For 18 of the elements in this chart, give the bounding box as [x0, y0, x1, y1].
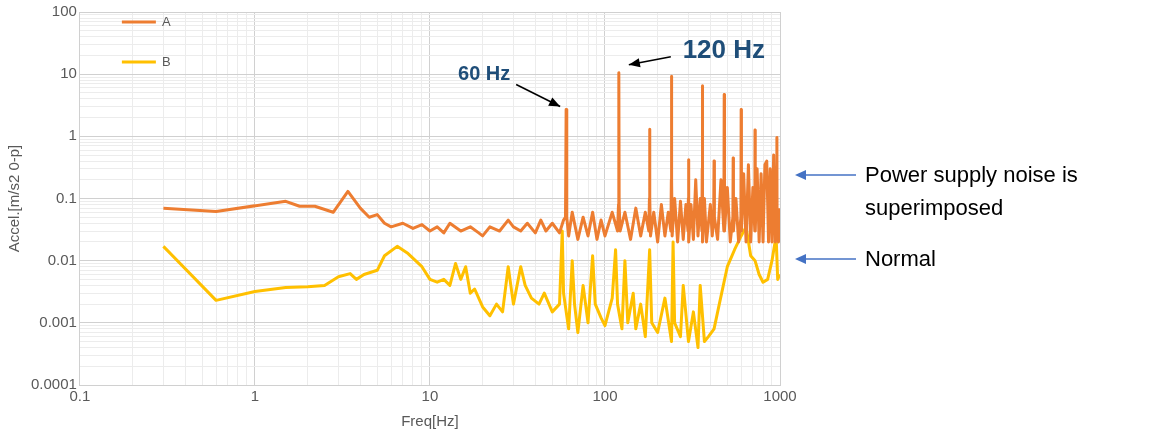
text: Power supply noise is superimposed	[865, 161, 1079, 222]
y-tick-label: 100	[51, 2, 77, 20]
y-axis-title: Accel.[m/s2 0-p]	[5, 144, 23, 253]
x-tick-label: 10	[421, 387, 439, 405]
annotation: 60 Hz	[458, 62, 511, 85]
legend-label: A	[161, 13, 171, 29]
text: Normal	[865, 245, 937, 273]
x-tick-label: 100	[592, 387, 618, 405]
x-axis-title: Freq[Hz]	[401, 412, 459, 430]
x-tick-label: 1000	[763, 387, 797, 405]
legend-label: B	[161, 53, 171, 69]
y-tick-label: 1	[68, 126, 77, 144]
x-tick-label: 1	[250, 387, 260, 405]
y-tick-label: 0.1	[56, 188, 77, 206]
annotation: 120 Hz	[682, 34, 766, 65]
y-tick-label: 0.01	[47, 250, 77, 268]
y-tick-label: 10	[60, 64, 77, 82]
y-tick-label: 0.001	[39, 312, 77, 330]
